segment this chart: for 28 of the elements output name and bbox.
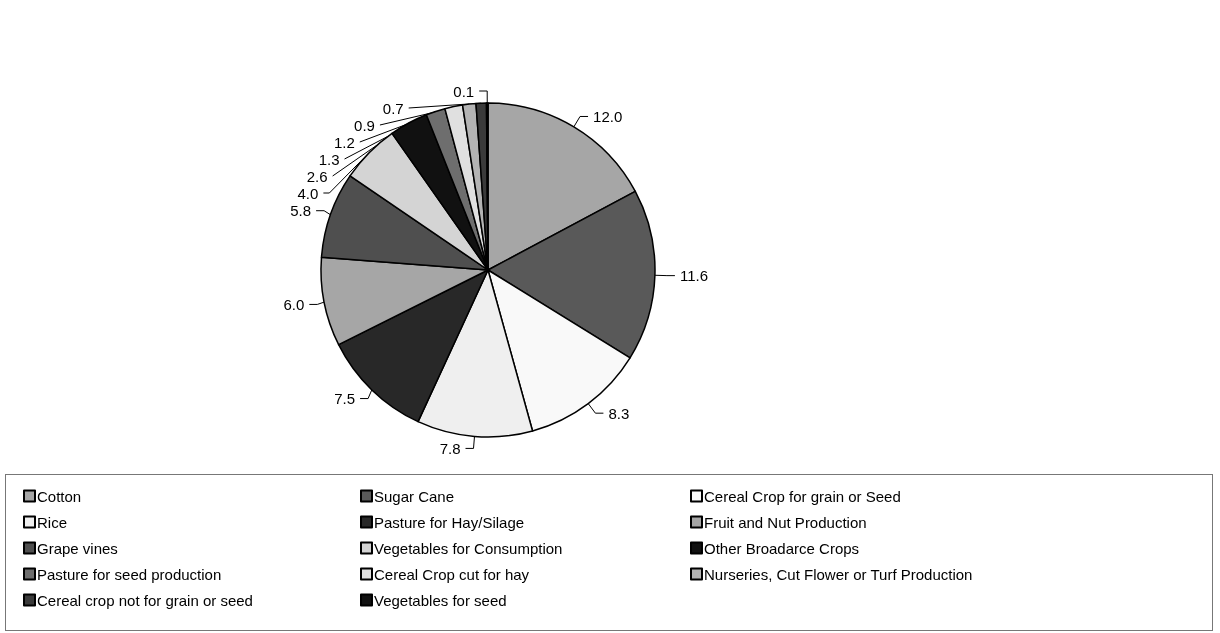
data-label: 5.8	[290, 202, 312, 220]
data-label: 7.8	[439, 439, 461, 457]
legend-label: Vegetables for Consumption	[374, 539, 563, 557]
legend-label: Cereal Crop cut for hay	[374, 565, 530, 583]
data-label: 7.5	[334, 390, 356, 408]
legend-label: Rice	[37, 513, 68, 531]
legend-label: Vegetables for seed	[374, 591, 507, 609]
data-label: 4.0	[297, 184, 319, 202]
legend-label: Pasture for seed production	[37, 565, 222, 583]
data-label: 0.1	[453, 82, 475, 100]
legend-label: Pasture for Hay/Silage	[374, 513, 525, 531]
data-label: 11.6	[679, 267, 708, 285]
legend-label: Cereal Crop for grain or Seed	[704, 487, 901, 505]
data-label: 12.0	[593, 107, 623, 125]
legend-label: Sugar Cane	[374, 487, 455, 505]
data-label: 6.0	[283, 295, 305, 313]
data-label: 8.3	[608, 404, 630, 422]
legend-label: Grape vines	[37, 539, 118, 557]
legend-label: Cereal crop not for grain or seed	[37, 591, 253, 609]
data-label: 2.6	[306, 167, 328, 185]
legend-label: Other Broadarce Crops	[704, 539, 860, 557]
data-label: 0.7	[382, 99, 404, 117]
data-label: 0.9	[354, 116, 375, 134]
data-label: 1.2	[333, 133, 355, 151]
legend-label: Fruit and Nut Production	[704, 513, 867, 531]
legend-label: Nurseries, Cut Flower or Turf Production	[704, 565, 973, 583]
data-label: 1.3	[318, 150, 340, 168]
legend-label: Cotton	[37, 487, 82, 505]
